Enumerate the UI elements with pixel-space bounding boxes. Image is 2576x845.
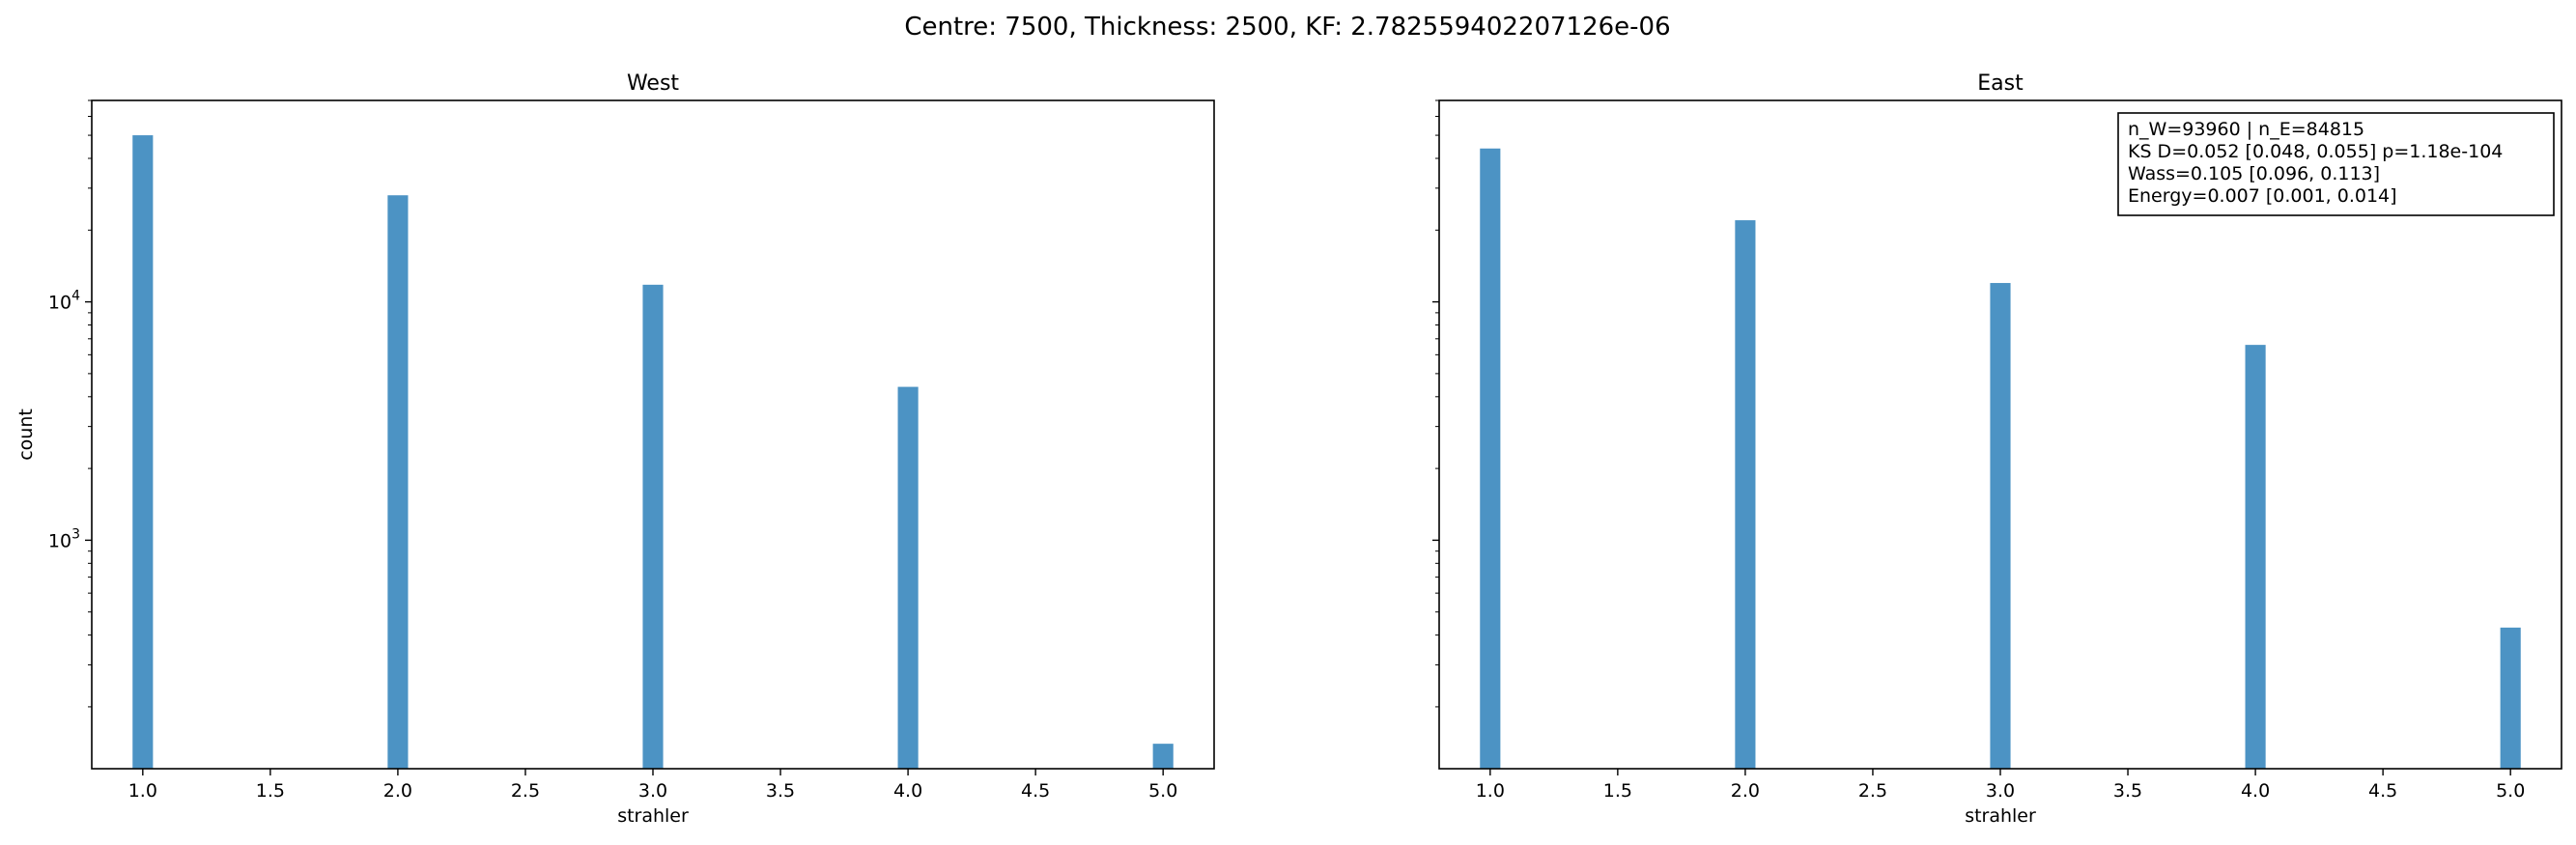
x-axis-label: strahler <box>1965 805 2036 827</box>
histogram-bar <box>1152 744 1174 769</box>
axes-title: East <box>1977 71 2024 96</box>
histogram-bar <box>642 284 664 769</box>
figure-suptitle: Centre: 7500, Thickness: 2500, KF: 2.782… <box>904 13 1670 42</box>
histogram-bar <box>2245 345 2266 769</box>
histogram-bar <box>897 386 919 769</box>
stats-annotation-line: n_W=93960 | n_E=84815 <box>2128 119 2364 140</box>
x-tick-label: 1.0 <box>1476 780 1505 802</box>
west-panel: 1.0 1.5 2.0 2.5 3.0 3.5 4.0 4.5 5.0 103 104 West str… <box>15 71 1215 827</box>
x-tick-label: 3.0 <box>1986 780 2015 802</box>
y-axis-label: count <box>15 408 37 461</box>
x-tick-label: 2.0 <box>383 780 412 802</box>
stats-annotation-line: KS D=0.052 [0.048, 0.055] p=1.18e-104 <box>2128 141 2503 162</box>
x-tick-label: 4.5 <box>2368 780 2397 802</box>
x-tick-label: 2.5 <box>1858 780 1887 802</box>
x-tick-label: 4.0 <box>893 780 922 802</box>
stats-annotation-line: Wass=0.105 [0.096, 0.113] <box>2128 163 2380 184</box>
x-tick-label: 3.5 <box>2113 780 2142 802</box>
x-tick-label: 5.0 <box>1148 780 1177 802</box>
x-tick-label: 4.5 <box>1021 780 1050 802</box>
stats-annotation-box <box>2117 112 2555 216</box>
x-axis-label: strahler <box>617 805 689 827</box>
x-tick-label: 3.0 <box>638 780 667 802</box>
histogram-bar <box>2500 627 2521 769</box>
histogram-bar <box>387 195 409 770</box>
stats-annotation-line: Energy=0.007 [0.001, 0.014] <box>2128 185 2397 207</box>
x-tick-label: 2.5 <box>511 780 540 802</box>
histogram-bar <box>1990 283 2011 769</box>
y-tick-label: 104 <box>48 289 80 314</box>
x-tick-label: 1.5 <box>1603 780 1632 802</box>
x-tick-label: 3.5 <box>766 780 795 802</box>
x-tick-label: 5.0 <box>2496 780 2525 802</box>
y-tick-label: 103 <box>48 526 80 551</box>
histogram-bar <box>1480 148 1501 769</box>
histogram-bar <box>132 135 154 769</box>
histogram-bar <box>1735 220 1756 770</box>
x-tick-label: 2.0 <box>1731 780 1760 802</box>
x-tick-label: 1.5 <box>256 780 285 802</box>
axes-title: West <box>627 71 679 96</box>
x-tick-label: 1.0 <box>128 780 157 802</box>
east-panel: 1.0 1.5 2.0 2.5 3.0 3.5 4.0 4.5 5.0 East strahler n… <box>1432 71 2562 827</box>
x-tick-label: 4.0 <box>2241 780 2270 802</box>
